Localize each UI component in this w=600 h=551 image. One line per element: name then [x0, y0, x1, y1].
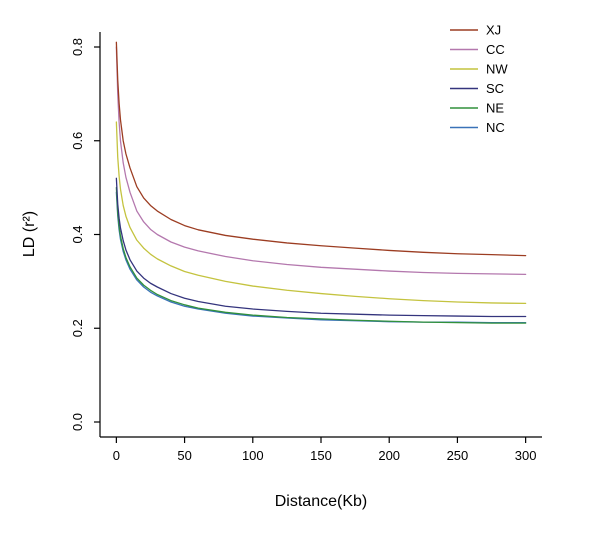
series-line-cc — [115, 46, 527, 275]
x-tick-label: 50 — [177, 448, 191, 463]
y-tick-label: 0.4 — [70, 225, 85, 243]
series-line-nw — [115, 121, 527, 305]
legend-label-nw: NW — [486, 62, 508, 77]
series-line-sc — [115, 177, 527, 318]
legend: XJ CC NW SC NE NC — [450, 23, 508, 135]
series-line-ne — [115, 186, 527, 324]
x-axis-title: Distance(Kb) — [275, 493, 367, 510]
x-tick-label: 200 — [378, 448, 400, 463]
y-tick-label: 0.6 — [70, 132, 85, 150]
x-tick-label: 100 — [242, 448, 264, 463]
axes: 0.0 0.2 0.4 0.6 0.8 0 50 100 150 200 250 300 — [70, 32, 542, 463]
legend-label-nc: NC — [486, 120, 505, 135]
legend-label-ne: NE — [486, 101, 504, 116]
legend-label-xj: XJ — [486, 23, 501, 38]
x-tick-label: 300 — [515, 448, 537, 463]
x-tick-label: 0 — [113, 448, 120, 463]
y-axis-title: LD (r²) — [21, 211, 38, 257]
legend-label-sc: SC — [486, 81, 504, 96]
legend-label-cc: CC — [486, 42, 505, 57]
y-tick-label: 0.0 — [70, 413, 85, 431]
series-line-xj — [115, 41, 527, 257]
x-tick-label: 150 — [310, 448, 332, 463]
y-tick-label: 0.8 — [70, 38, 85, 56]
x-tick-label: 250 — [447, 448, 469, 463]
series-lines — [115, 41, 527, 324]
y-tick-label: 0.2 — [70, 319, 85, 337]
